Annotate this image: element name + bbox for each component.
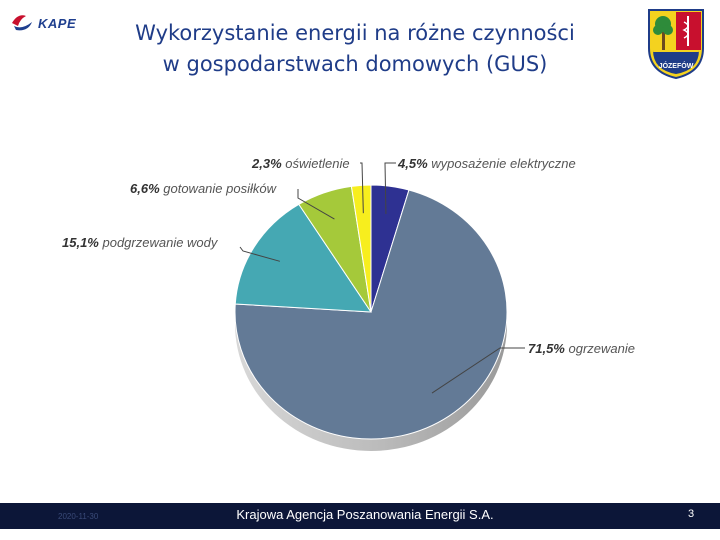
leader-line (297, 189, 335, 220)
footer-bar: 2020-11-30 Krajowa Agencja Poszanowania … (0, 503, 720, 529)
pie-slice-ogrzewanie (234, 189, 508, 440)
footer-date: 2020-11-30 (58, 512, 99, 521)
pie-slice-oświetlenie (350, 184, 372, 313)
title-line-2: w gospodarstwach domowych (GUS) (162, 52, 548, 76)
jozefow-crest-logo: JÓZEFÓW (645, 8, 707, 80)
leader-line (384, 162, 396, 214)
pie-slice-podgrzewanie-wody (234, 203, 372, 313)
pie-slices (234, 184, 508, 440)
leader-line (239, 246, 280, 262)
kape-logo: KAPE (8, 10, 78, 36)
slice-label: 15,1% podgrzewanie wody (62, 235, 219, 250)
crest-icon: JÓZEFÓW (648, 9, 704, 80)
leader-line (360, 162, 364, 214)
title-line-1: Wykorzystanie energii na różne czynności (135, 21, 575, 45)
slice-label: 71,5% ogrzewanie (528, 341, 635, 356)
slice-label: 2,3% oświetlenie (251, 156, 350, 171)
leader-line (431, 347, 525, 394)
pie-labels: 4,5% wyposażenie elektryczne 71,5% ogrzew… (62, 156, 635, 356)
pie-leader-lines (239, 162, 525, 394)
page-number: 3 (688, 508, 695, 520)
crest-text: JÓZEFÓW (659, 61, 694, 70)
kape-logo-text: KAPE (38, 16, 77, 31)
footer-organization: Krajowa Agencja Poszanowania Energii S.A… (236, 507, 494, 522)
slice-label: 4,5% wyposażenie elektryczne (397, 156, 576, 171)
slice-label: 6,6% gotowanie posiłków (130, 181, 278, 196)
page-title: Wykorzystanie energii na różne czynności… (80, 18, 630, 80)
kape-logo-mark (12, 15, 32, 31)
